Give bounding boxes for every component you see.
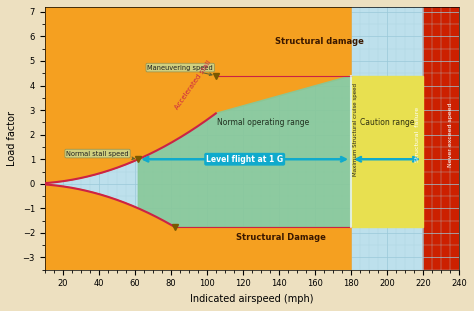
Text: Normal stall speed: Normal stall speed [66,151,135,160]
Polygon shape [351,76,423,227]
Text: Normal operating range: Normal operating range [217,118,309,127]
Polygon shape [27,184,351,270]
Y-axis label: Load factor: Load factor [7,111,17,166]
Polygon shape [27,7,351,184]
Text: Structural Damage: Structural Damage [236,233,326,242]
Text: Never exceed speed: Never exceed speed [447,102,453,167]
Text: Maneuvering speed: Maneuvering speed [147,65,213,76]
Text: Caution range: Caution range [360,118,414,127]
Text: Structural  failure: Structural failure [415,107,420,162]
X-axis label: Indicated airspeed (mph): Indicated airspeed (mph) [190,294,314,304]
Polygon shape [423,7,459,270]
Text: Structural damage: Structural damage [275,37,364,46]
Text: Level flight at 1 G: Level flight at 1 G [206,155,283,164]
Polygon shape [138,76,351,227]
Text: Maximum Structural cruise speed: Maximum Structural cruise speed [353,83,358,176]
Text: Accelerated stall: Accelerated stall [174,59,213,110]
